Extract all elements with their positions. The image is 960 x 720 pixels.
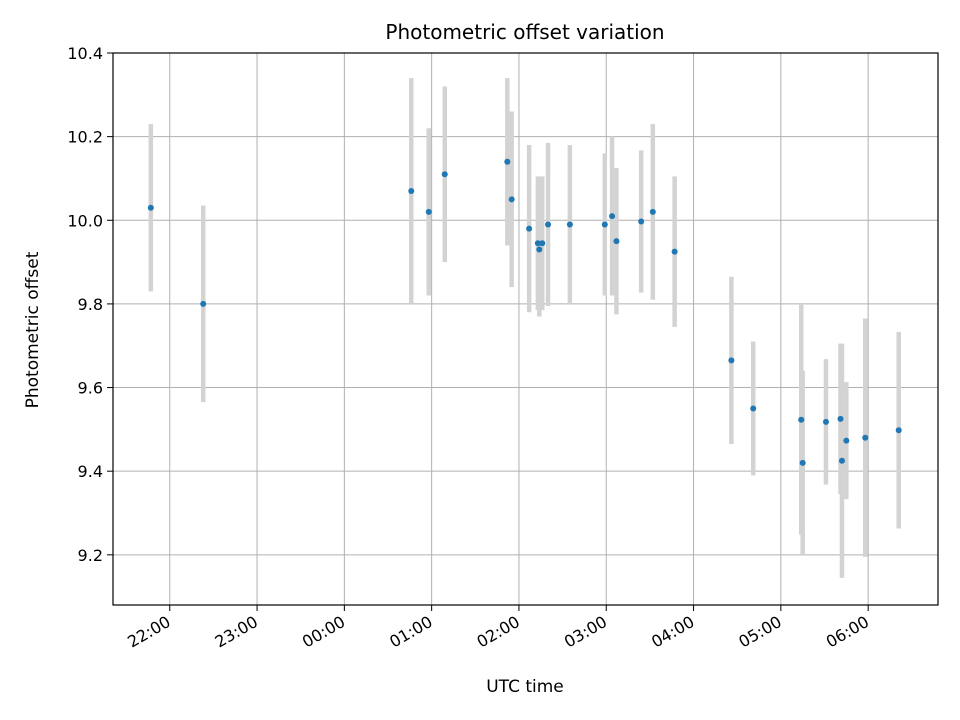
- data-point: [200, 300, 207, 307]
- data-point: [441, 171, 448, 178]
- y-axis-ticks: 9.2 9.4 9.6 9.8 10.0 10.2 10.4: [67, 44, 113, 565]
- x-tick-label: 03:00: [561, 612, 610, 652]
- x-axis-ticks: 22:00 23:00 00:00 01:00 02:00 03:00 04:00 05:00…: [124, 605, 872, 652]
- data-point: [895, 427, 902, 434]
- plot-frame: [112, 52, 939, 606]
- data-points: [147, 158, 902, 466]
- error-bars: [148, 78, 901, 578]
- y-tick-label: 9.6: [78, 379, 103, 398]
- data-point: [534, 240, 541, 247]
- data-point: [837, 415, 844, 422]
- data-point: [408, 188, 415, 194]
- data-point: [526, 225, 533, 232]
- data-point: [425, 208, 432, 215]
- data-point: [536, 246, 543, 253]
- x-tick-label: 01:00: [386, 612, 435, 652]
- data-point: [566, 221, 573, 228]
- data-point: [671, 248, 678, 255]
- x-tick-label: 06:00: [823, 612, 872, 652]
- data-point: [843, 437, 850, 444]
- data-point: [649, 208, 656, 215]
- data-point: [822, 418, 829, 425]
- x-tick-label: 23:00: [212, 612, 261, 652]
- data-point: [799, 459, 806, 466]
- y-tick-label: 9.4: [78, 462, 103, 481]
- data-point: [539, 240, 546, 247]
- x-tick-label: 04:00: [648, 612, 697, 652]
- chart-title: Photometric offset variation: [385, 20, 664, 44]
- y-tick-label: 10.2: [67, 128, 103, 147]
- y-axis-label: Photometric offset: [23, 251, 43, 408]
- grid: [113, 52, 938, 605]
- y-tick-label: 9.8: [78, 295, 103, 314]
- x-tick-label: 05:00: [735, 612, 784, 652]
- y-tick-label: 10.4: [67, 44, 103, 63]
- x-axis-label: UTC time: [486, 677, 564, 697]
- x-tick-label: 02:00: [474, 612, 523, 652]
- data-point: [798, 416, 805, 423]
- x-tick-label: 00:00: [299, 612, 348, 652]
- data-point: [862, 434, 869, 441]
- data-point: [147, 204, 154, 211]
- data-point: [638, 218, 645, 225]
- data-point: [508, 196, 515, 203]
- data-point: [609, 213, 616, 220]
- data-point: [613, 238, 620, 245]
- y-tick-label: 9.2: [78, 546, 103, 565]
- data-point: [601, 221, 608, 228]
- data-point: [838, 457, 845, 464]
- data-point: [728, 357, 735, 364]
- x-tick-label: 22:00: [124, 612, 173, 652]
- y-tick-label: 10.0: [67, 211, 103, 230]
- data-point: [750, 405, 757, 412]
- data-point: [504, 158, 511, 165]
- data-point: [545, 221, 552, 228]
